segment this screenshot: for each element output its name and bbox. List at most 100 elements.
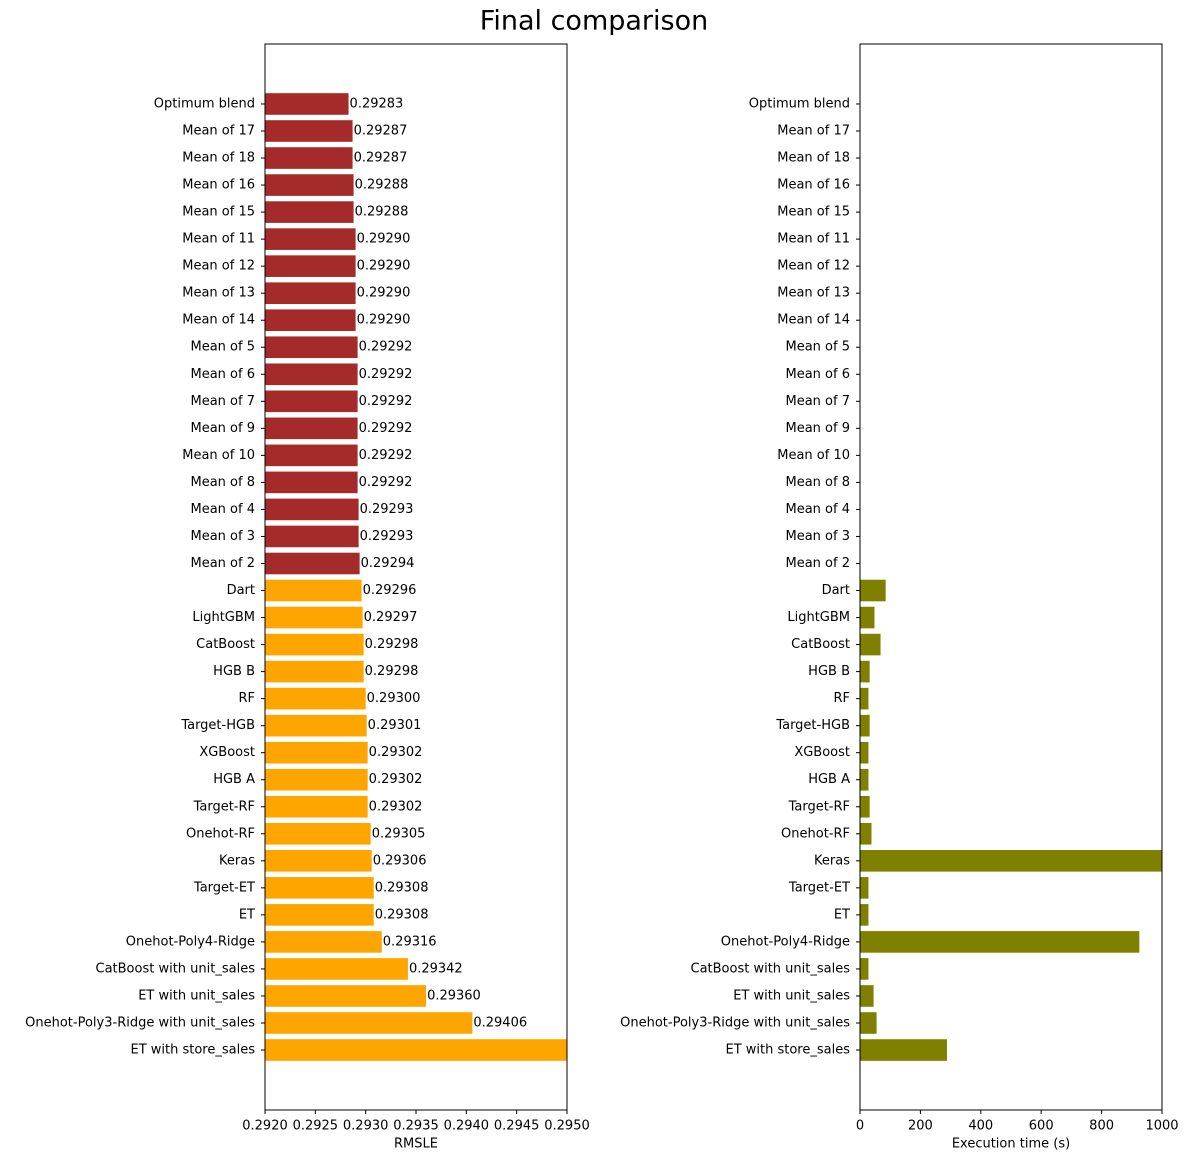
- x-tick-label: 1000: [1145, 1119, 1178, 1134]
- value-label: 0.29288: [355, 205, 409, 220]
- value-label: 0.29316: [383, 934, 437, 949]
- bar: [265, 1012, 473, 1034]
- value-label: 0.29290: [357, 286, 411, 301]
- bar: [265, 255, 356, 277]
- y-tick-label: ET with store_sales: [725, 1043, 850, 1058]
- y-tick-label: Mean of 9: [191, 421, 256, 436]
- y-tick-label: Keras: [219, 853, 255, 868]
- y-tick-label: Onehot-RF: [781, 826, 850, 841]
- y-tick-label: Optimum blend: [154, 96, 255, 111]
- y-tick-label: Mean of 15: [182, 205, 255, 220]
- y-tick-label: Mean of 16: [182, 178, 255, 193]
- bar: [265, 417, 358, 440]
- y-tick-label: Mean of 17: [777, 124, 850, 139]
- y-tick-label: Mean of 4: [191, 502, 256, 517]
- y-tick-label: Mean of 2: [786, 556, 851, 571]
- bar: [265, 525, 359, 548]
- bar: [860, 606, 875, 629]
- value-label: 0.29293: [360, 529, 414, 544]
- y-tick-label: Keras: [814, 853, 850, 868]
- y-tick-label: Mean of 12: [182, 259, 255, 274]
- y-tick-label: Mean of 18: [777, 151, 850, 166]
- value-label: 0.29342: [409, 961, 463, 976]
- value-label: 0.29292: [359, 421, 413, 436]
- value-label: 0.29302: [369, 772, 423, 787]
- y-tick-label: Target-RF: [788, 799, 850, 814]
- y-tick-label: Target-HGB: [775, 718, 850, 733]
- y-tick-label: CatBoost: [791, 637, 850, 652]
- value-label: 0.29292: [359, 340, 413, 355]
- bar: [265, 282, 356, 304]
- value-label: 0.29290: [357, 232, 411, 247]
- bar: [860, 714, 870, 737]
- x-tick-label: 0.2945: [494, 1119, 540, 1134]
- y-tick-label: HGB A: [808, 772, 850, 787]
- x-tick-label: 0.2950: [544, 1119, 590, 1134]
- y-tick-label: LightGBM: [192, 610, 255, 625]
- x-tick-label: 0.2940: [444, 1119, 490, 1134]
- value-label: 0.29300: [367, 691, 421, 706]
- value-label: 0.29360: [427, 988, 481, 1003]
- y-tick-label: ET: [834, 907, 850, 922]
- value-label: 0.29302: [369, 745, 423, 760]
- value-label: 0.29287: [354, 124, 408, 139]
- x-tick-label: 0: [856, 1119, 864, 1134]
- bar: [860, 1012, 877, 1034]
- y-tick-label: Mean of 3: [786, 529, 851, 544]
- y-tick-label: XGBoost: [199, 745, 255, 760]
- y-tick-label: Onehot-Poly3-Ridge with unit_sales: [620, 1015, 850, 1030]
- bar: [265, 877, 374, 899]
- bar: [265, 822, 371, 845]
- value-label: 0.29290: [357, 313, 411, 328]
- bar: [265, 633, 364, 656]
- bar: [860, 877, 869, 899]
- bar: [265, 579, 362, 602]
- bar: [265, 768, 368, 791]
- bar: [860, 660, 870, 683]
- value-label: 0.29306: [373, 853, 427, 868]
- y-tick-label: Mean of 9: [786, 421, 851, 436]
- value-label: 0.29298: [365, 664, 419, 679]
- bar: [265, 904, 374, 926]
- y-tick-label: HGB A: [213, 772, 255, 787]
- bar: [265, 795, 368, 818]
- y-tick-label: Mean of 8: [786, 475, 851, 490]
- bar: [860, 633, 881, 656]
- x-tick-label: 200: [908, 1119, 933, 1134]
- bar: [265, 498, 359, 521]
- bar: [265, 958, 408, 980]
- y-tick-label: Onehot-RF: [186, 826, 255, 841]
- bar: [860, 795, 870, 818]
- y-tick-label: Mean of 14: [182, 313, 255, 328]
- bar: [860, 985, 874, 1007]
- x-tick-label: 400: [968, 1119, 993, 1134]
- plot-area: [860, 579, 1162, 1061]
- bar: [265, 147, 353, 169]
- y-tick-label: Mean of 8: [191, 475, 256, 490]
- bar: [265, 93, 349, 115]
- y-tick-label: Mean of 11: [777, 232, 850, 247]
- bar: [860, 822, 872, 845]
- value-label: 0.29292: [359, 394, 413, 409]
- bar: [265, 1039, 567, 1061]
- x-axis-label: Execution time (s): [952, 1137, 1070, 1152]
- y-tick-label: Mean of 7: [191, 394, 256, 409]
- bar: [265, 309, 356, 332]
- value-label: 0.29293: [360, 502, 414, 517]
- y-tick-label: ET with unit_sales: [733, 988, 850, 1003]
- value-label: 0.29292: [359, 475, 413, 490]
- value-label: 0.29302: [369, 799, 423, 814]
- value-label: 0.29292: [359, 367, 413, 382]
- y-tick-label: XGBoost: [794, 745, 850, 760]
- value-label: 0.29283: [350, 96, 404, 111]
- y-tick-label: Mean of 5: [786, 340, 851, 355]
- bar: [860, 1039, 947, 1061]
- bar: [265, 201, 354, 223]
- figure-title: Final comparison: [480, 6, 708, 37]
- value-label: 0.29296: [363, 583, 417, 598]
- x-axis-label: RMSLE: [394, 1137, 438, 1152]
- y-tick-label: ET: [239, 907, 255, 922]
- axes-frame: [859, 43, 1163, 1111]
- x-tick-label: 0.2925: [293, 1119, 339, 1134]
- y-tick-label: ET with store_sales: [130, 1043, 255, 1058]
